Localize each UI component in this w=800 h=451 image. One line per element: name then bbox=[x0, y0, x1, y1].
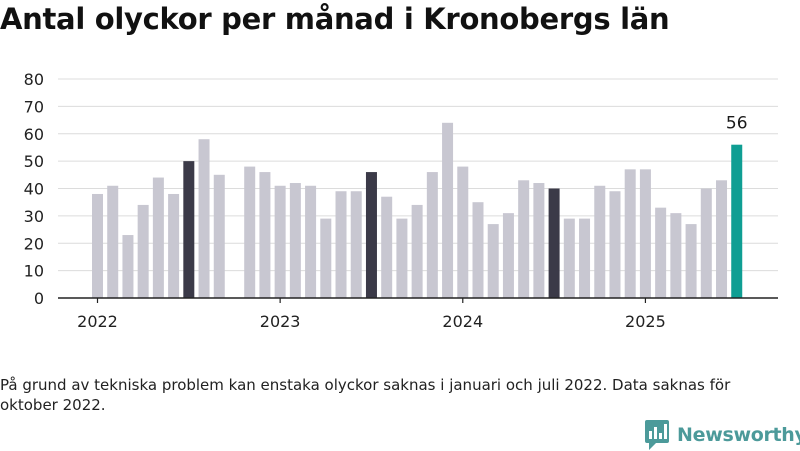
brand-name: Newsworthy bbox=[677, 424, 800, 446]
bar-2023-04 bbox=[320, 218, 332, 298]
y-tick-label: 40 bbox=[24, 180, 44, 199]
bar-2024-11 bbox=[609, 191, 621, 298]
bar-2024-10 bbox=[594, 185, 606, 298]
bar-2023-09 bbox=[396, 218, 408, 298]
bar-2023-06 bbox=[350, 191, 362, 298]
bar-2022-12 bbox=[259, 172, 271, 298]
bar-2023-12 bbox=[442, 122, 454, 298]
bar-2023-05 bbox=[335, 191, 347, 298]
bar-2024-02 bbox=[472, 202, 484, 298]
x-axis-ticks: 2022 2023 2024 2025 bbox=[77, 298, 666, 331]
y-tick-label: 30 bbox=[24, 207, 44, 226]
bar-2025-04 bbox=[685, 224, 697, 298]
bar-2022-01 bbox=[92, 193, 103, 298]
y-tick-label: 60 bbox=[24, 125, 44, 144]
bar-2024-06 bbox=[533, 183, 545, 298]
y-tick-label: 20 bbox=[24, 234, 44, 253]
chart-title: Antal olyckor per månad i Kronobergs län bbox=[0, 2, 670, 36]
y-axis-ticks: 0 10 20 30 40 50 60 70 80 bbox=[24, 70, 44, 308]
y-tick-label: 0 bbox=[34, 289, 44, 308]
x-tick-label: 2022 bbox=[77, 312, 118, 331]
bar-2022-04 bbox=[137, 204, 149, 298]
bar-2023-10 bbox=[411, 204, 423, 298]
bar-2024-12 bbox=[624, 169, 636, 298]
y-tick-label: 10 bbox=[24, 262, 44, 281]
data-labels: 56 bbox=[726, 114, 748, 134]
bar-2024-03 bbox=[487, 224, 499, 298]
bars bbox=[92, 122, 743, 299]
newsworthy-logo[interactable]: Newsworthy bbox=[644, 419, 800, 451]
bar-2022-11 bbox=[244, 166, 256, 298]
bar-2022-07 bbox=[183, 161, 195, 299]
bar-2024-09 bbox=[579, 218, 591, 298]
bar-2022-08 bbox=[198, 139, 210, 298]
bar-2024-07 bbox=[548, 188, 560, 298]
bar-2023-07 bbox=[365, 172, 377, 298]
bar-2024-05 bbox=[518, 180, 530, 298]
bar-2022-03 bbox=[122, 235, 134, 298]
bar-2022-06 bbox=[168, 193, 180, 298]
bar-2023-11 bbox=[426, 172, 438, 298]
bar-2022-05 bbox=[152, 177, 164, 298]
footnote: På grund av tekniska problem kan enstaka… bbox=[0, 376, 731, 414]
bar-2022-02 bbox=[107, 185, 119, 298]
y-tick-label: 70 bbox=[24, 97, 44, 116]
bar-2025-07 bbox=[731, 144, 743, 298]
y-tick-label: 80 bbox=[24, 70, 44, 89]
bar-2024-04 bbox=[502, 213, 514, 298]
bar-2023-02 bbox=[289, 183, 301, 298]
bar-2023-01 bbox=[274, 185, 286, 298]
x-tick-label: 2024 bbox=[442, 312, 483, 331]
bar-2025-06 bbox=[716, 180, 728, 298]
bar-2024-08 bbox=[563, 218, 575, 298]
bar-chart: 0 10 20 30 40 50 60 70 80 2022 2023 2024 2025 56 bbox=[24, 70, 778, 331]
x-tick-label: 2025 bbox=[625, 312, 666, 331]
bar-2023-03 bbox=[305, 185, 317, 298]
latest-value-label: 56 bbox=[726, 114, 748, 134]
bar-2024-01 bbox=[457, 166, 469, 298]
bar-2025-01 bbox=[639, 169, 651, 298]
bar-2025-03 bbox=[670, 213, 682, 298]
newsworthy-logo-icon bbox=[645, 420, 669, 450]
bar-2022-09 bbox=[213, 174, 225, 298]
x-tick-label: 2023 bbox=[260, 312, 301, 331]
bar-2023-08 bbox=[381, 196, 393, 298]
bar-2025-02 bbox=[655, 207, 667, 298]
y-tick-label: 50 bbox=[24, 152, 44, 171]
bar-2025-05 bbox=[700, 188, 712, 298]
